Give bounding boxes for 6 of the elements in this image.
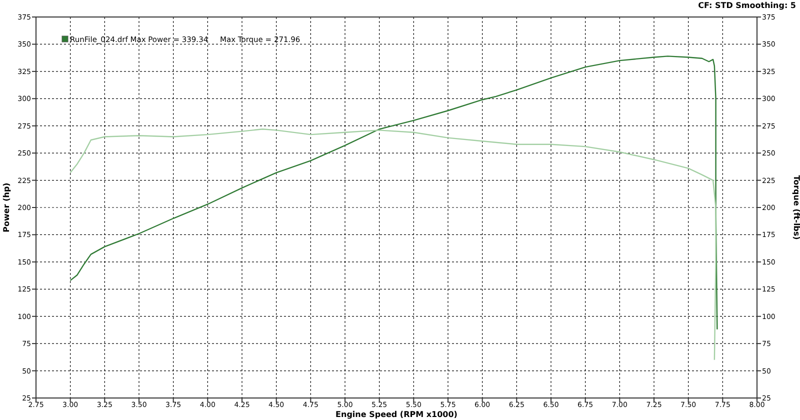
y2-axis-title: Torque (ft-lbs) (792, 175, 800, 240)
text: CF: STD Smoothing: 5 (698, 1, 796, 10)
y-axis-title: Power (hp) (2, 182, 11, 232)
line-series (70, 128, 716, 360)
x-axis-title: Engine Speed (RPM x1000) (336, 410, 458, 419)
line-series (70, 56, 718, 330)
